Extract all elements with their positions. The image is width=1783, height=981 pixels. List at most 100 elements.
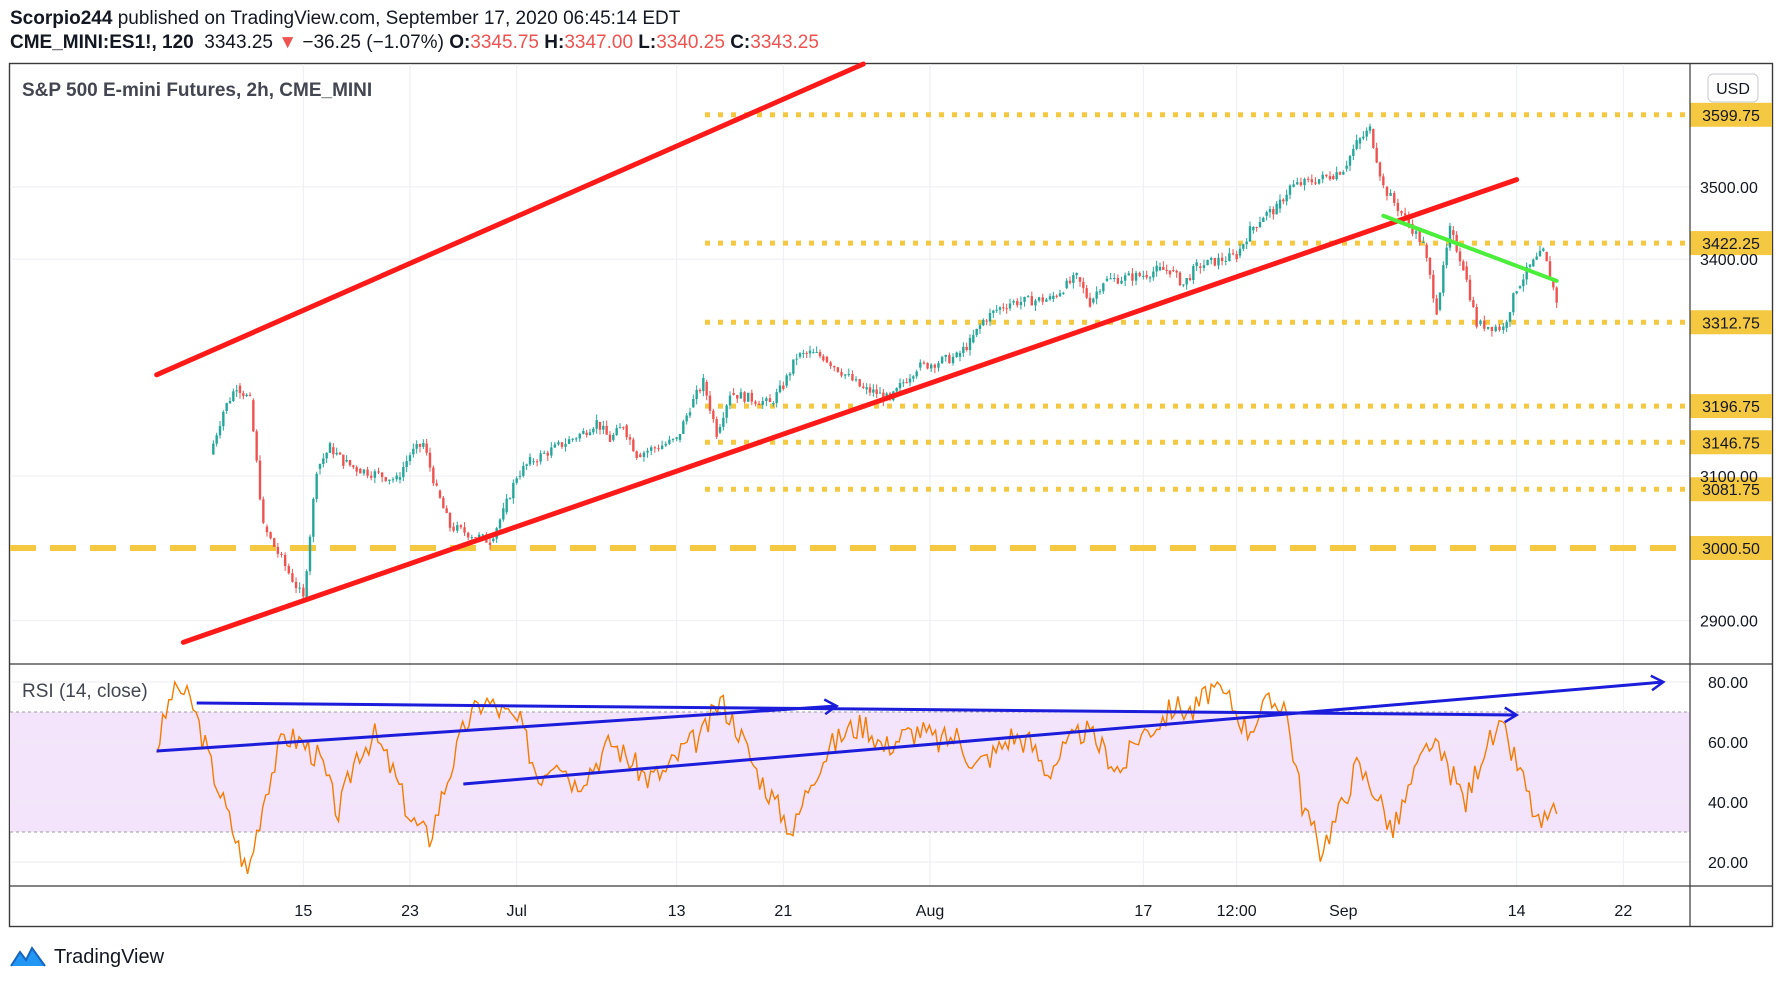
candle-body <box>1448 225 1452 248</box>
candle-body <box>355 467 358 472</box>
price-level-tag <box>1690 535 1772 560</box>
chart-canvas[interactable]: 3599.75 3422.25 3312.75 3196.75 3146.75 3081.… <box>0 0 1783 940</box>
candle-body <box>650 447 653 451</box>
trend-line-green[interactable] <box>1381 213 1559 283</box>
rsi-title: RSI (14, close) <box>22 681 148 702</box>
trend-line-red[interactable] <box>154 61 866 378</box>
candle-body <box>1041 297 1044 302</box>
candle-body <box>1358 138 1362 144</box>
candle-body <box>1109 278 1112 280</box>
candle-body <box>1016 300 1019 306</box>
candle-body <box>248 394 252 396</box>
candle-body <box>1483 320 1486 329</box>
candle-body <box>685 415 688 422</box>
candle-body <box>564 443 567 447</box>
candle-body <box>705 382 708 396</box>
candle-body <box>1299 182 1303 186</box>
candle-body <box>788 373 792 376</box>
candle-body <box>335 452 338 455</box>
candle-body <box>988 313 992 322</box>
candle-body <box>1525 266 1528 280</box>
candle-body <box>522 465 525 476</box>
candle-body <box>1202 265 1206 268</box>
rsi-axis[interactable]: 20.00 40.00 60.00 80.00 <box>1708 675 1748 872</box>
time-axis[interactable]: 15 23 Jul 13 21 Aug 17 12:00 Sep 14 22 <box>294 903 1632 920</box>
rsi-arrow-line[interactable] <box>463 680 1664 786</box>
candle-body <box>1030 296 1034 306</box>
candle-body <box>1378 162 1382 177</box>
candle-body <box>926 362 929 369</box>
candle-body <box>212 443 215 455</box>
candle-body <box>712 410 715 420</box>
candle-body <box>692 399 695 408</box>
candle-body <box>728 395 732 406</box>
candle-body <box>498 519 502 529</box>
candle-body <box>1272 209 1275 215</box>
candle-body <box>276 546 280 554</box>
candle-body <box>695 390 698 400</box>
candle-body <box>1332 176 1335 180</box>
candle-body <box>312 498 315 537</box>
price-axis[interactable]: 2900.00 3100.00 3400.00 3500.00 <box>1700 180 1758 631</box>
candle-body <box>1325 174 1328 177</box>
trend-lines[interactable] <box>154 61 1559 645</box>
candle-body <box>1498 326 1501 330</box>
low-value: 3340.25 <box>656 32 725 53</box>
candle-body <box>315 473 318 499</box>
candle-body <box>882 392 885 401</box>
trend-line-red[interactable] <box>180 177 1520 645</box>
candle-body <box>528 456 532 465</box>
candle-body <box>269 532 272 539</box>
close-label: C: <box>730 32 751 53</box>
candle-body <box>1072 275 1075 283</box>
publish-info: Scorpio244 published on TradingView.com,… <box>10 8 680 30</box>
currency-button[interactable] <box>1707 73 1759 103</box>
candle-body <box>812 352 815 354</box>
candle-body <box>862 386 865 388</box>
candle-body <box>1355 140 1358 149</box>
candle-body <box>1065 280 1068 289</box>
candle-body <box>384 477 387 481</box>
footer-brand: TradingView <box>54 945 165 968</box>
rsi-line <box>156 679 1558 874</box>
candle-body <box>982 319 985 326</box>
candle-body <box>1362 136 1365 139</box>
candle-body <box>1134 272 1138 281</box>
candle-body <box>345 460 348 462</box>
candle-body <box>308 536 312 572</box>
change-value: −36.25 (−1.07%) <box>302 32 444 53</box>
candle-body <box>642 452 646 457</box>
candle-body <box>1052 295 1055 299</box>
candle-body <box>332 447 335 455</box>
candle-body <box>575 438 578 440</box>
rsi-tick-label: 60.00 <box>1708 735 1748 752</box>
candle-body <box>408 455 412 462</box>
candle-body <box>505 498 508 513</box>
candle-body <box>1228 253 1231 261</box>
candle-body <box>1368 126 1372 131</box>
candle-body <box>280 553 283 555</box>
candle-body <box>1123 275 1127 281</box>
candle-body <box>481 534 484 536</box>
price-level-tag <box>1690 477 1772 502</box>
candle-body <box>1372 129 1375 148</box>
candle-body <box>736 394 739 399</box>
candle-body <box>560 442 564 447</box>
candle-body <box>402 467 405 478</box>
price-level-label: 3312.75 <box>1702 315 1760 332</box>
rsi-arrowhead <box>823 698 840 716</box>
candle-body <box>265 526 269 533</box>
candle-body <box>798 353 802 357</box>
author-name: Scorpio244 <box>10 8 113 29</box>
candle-body <box>1238 248 1242 256</box>
candle-body <box>502 508 505 520</box>
candle-body <box>273 538 276 547</box>
candle-body <box>1486 326 1490 329</box>
rsi-arrow-line[interactable] <box>156 704 837 753</box>
candle-body <box>415 443 418 449</box>
candle-body <box>543 452 546 454</box>
change-down-icon: ▼ <box>278 32 298 53</box>
candle-body <box>338 452 342 455</box>
candle-body <box>635 451 638 458</box>
rsi-trend-arrows[interactable] <box>156 674 1666 786</box>
